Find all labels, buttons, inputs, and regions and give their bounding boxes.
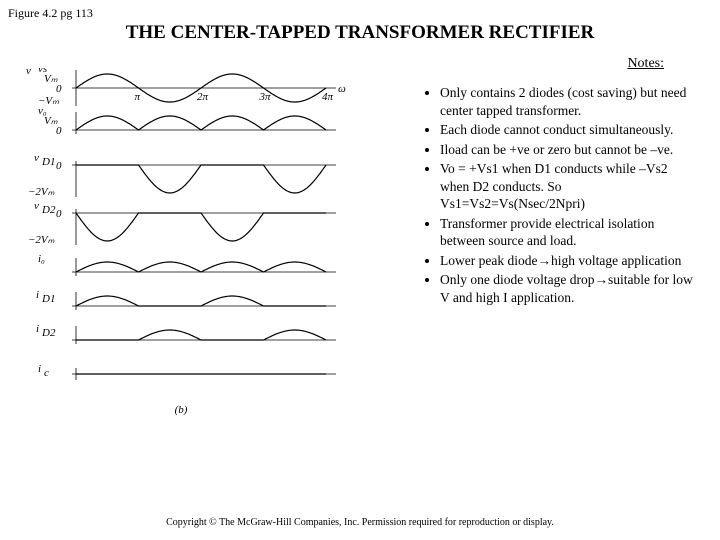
svg-text:i: i xyxy=(36,323,39,335)
svg-text:2π: 2π xyxy=(197,91,209,103)
page-title: THE CENTER-TAPPED TRANSFORMER RECTIFIER xyxy=(0,22,720,44)
svg-text:ωt: ωt xyxy=(338,83,346,95)
svg-text:i₀: i₀ xyxy=(38,253,45,265)
svg-text:v: v xyxy=(26,68,31,77)
note-item: Each diode cannot conduct simultaneously… xyxy=(440,121,700,139)
svg-text:D1: D1 xyxy=(41,156,55,168)
svg-text:0: 0 xyxy=(56,160,62,172)
svg-text:D2: D2 xyxy=(41,204,56,216)
note-item: Vo = +Vs1 when D1 conducts while –Vs2 wh… xyxy=(440,160,700,213)
svg-text:0: 0 xyxy=(56,125,62,137)
svg-text:v: v xyxy=(34,200,39,212)
svg-text:D2: D2 xyxy=(41,327,56,339)
note-item: Only one diode voltage drop→suitable for… xyxy=(440,271,700,306)
svg-text:i: i xyxy=(38,363,41,375)
svg-text:v: v xyxy=(34,152,39,164)
svg-text:4π: 4π xyxy=(322,91,334,103)
svg-text:c: c xyxy=(44,367,49,379)
notes-heading: Notes: xyxy=(627,56,664,72)
svg-text:0: 0 xyxy=(56,83,62,95)
svg-text:−2Vₘ: −2Vₘ xyxy=(28,186,55,198)
note-item: Lower peak diode→high voltage applicatio… xyxy=(440,252,700,270)
copyright-text: Copyright © The McGraw-Hill Companies, I… xyxy=(0,517,720,528)
svg-text:3π: 3π xyxy=(259,91,272,103)
note-item: Only contains 2 diodes (cost saving) but… xyxy=(440,84,700,119)
notes-list: Only contains 2 diodes (cost saving) but… xyxy=(420,84,700,309)
svg-text:i: i xyxy=(36,289,39,301)
svg-text:−2Vₘ: −2Vₘ xyxy=(28,234,55,246)
note-item: Iload can be +ve or zero but cannot be –… xyxy=(440,141,700,159)
svg-text:π: π xyxy=(135,91,141,103)
svg-text:D1: D1 xyxy=(41,293,55,305)
note-item: Transformer provide electrical isolation… xyxy=(440,215,700,250)
figure-label: Figure 4.2 pg 113 xyxy=(8,6,93,21)
waveforms-figure: vvsVₘ0−Vₘπ2π3π4πωtv₀Vₘ0vD10−2VₘvD20−2Vₘi… xyxy=(16,68,346,416)
svg-text:0: 0 xyxy=(56,208,62,220)
